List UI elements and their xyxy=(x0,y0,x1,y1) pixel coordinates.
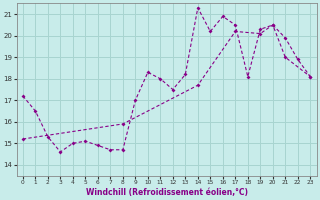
X-axis label: Windchill (Refroidissement éolien,°C): Windchill (Refroidissement éolien,°C) xyxy=(85,188,248,197)
